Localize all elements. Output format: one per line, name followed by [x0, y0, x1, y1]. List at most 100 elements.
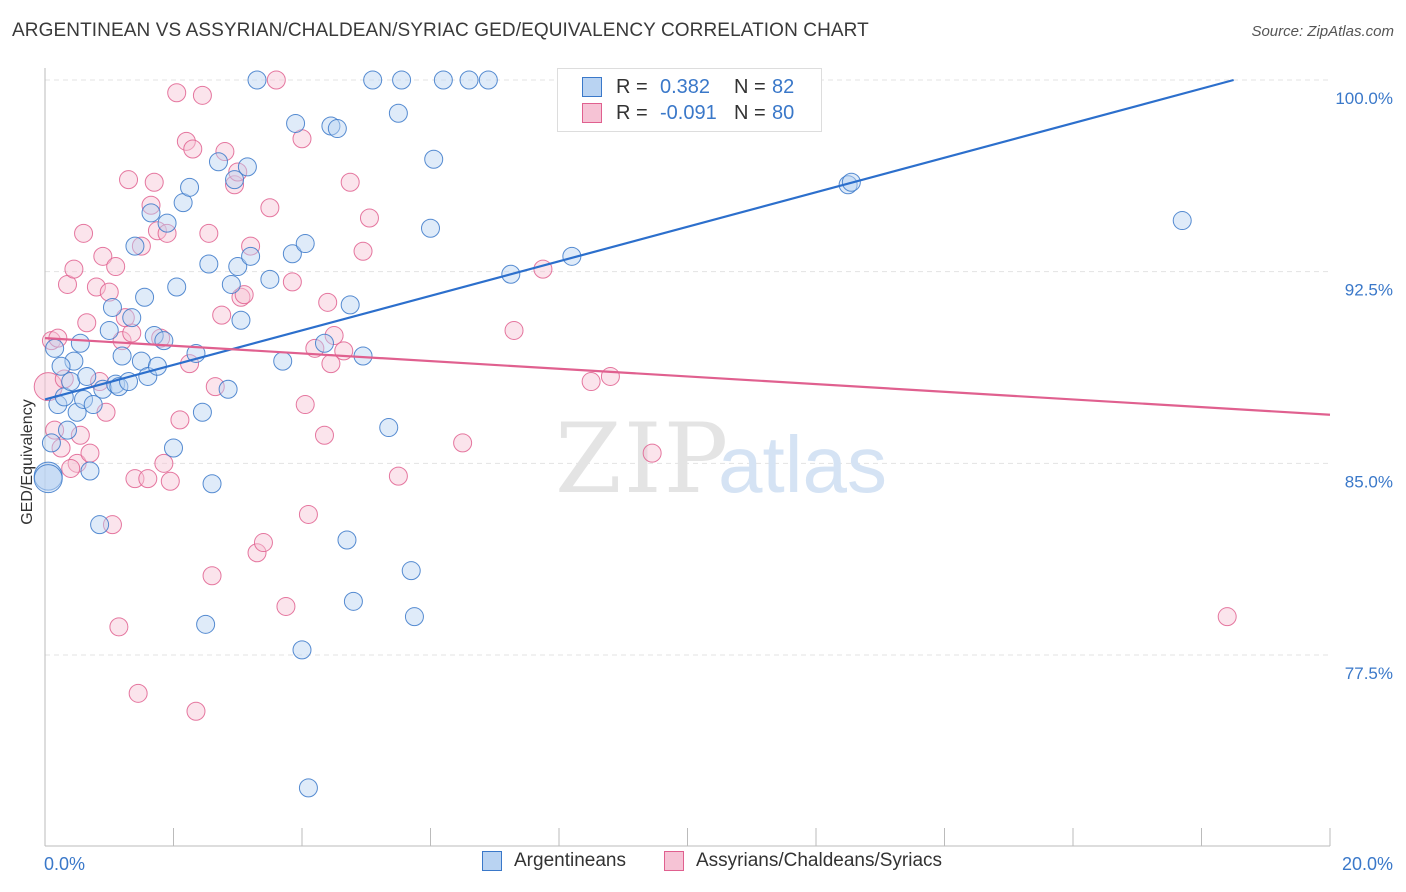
legend-swatch-blue	[482, 851, 502, 871]
data-point	[70, 425, 90, 445]
axes	[44, 68, 1331, 847]
data-point	[305, 338, 325, 358]
data-point	[135, 287, 155, 307]
data-point	[147, 356, 167, 376]
legend-swatch-pink	[664, 851, 684, 871]
data-point	[154, 453, 174, 473]
data-point	[424, 149, 444, 169]
series-blue-points	[33, 70, 1192, 798]
data-point	[74, 389, 94, 409]
watermark-atlas: atlas	[718, 420, 887, 509]
data-point	[64, 351, 84, 371]
data-point	[93, 246, 113, 266]
data-point	[253, 533, 273, 553]
data-point	[1172, 211, 1192, 231]
data-point	[215, 142, 235, 162]
data-point	[838, 175, 858, 195]
data-point	[61, 372, 81, 392]
data-point	[212, 305, 232, 325]
data-point	[202, 474, 222, 494]
data-point	[237, 157, 257, 177]
data-point	[379, 418, 399, 438]
data-point	[234, 285, 254, 305]
data-point	[192, 85, 212, 105]
x-tick-label: 20.0%	[1342, 854, 1393, 874]
data-point	[292, 640, 312, 660]
data-point	[286, 113, 306, 133]
data-point	[106, 257, 126, 277]
data-point	[363, 70, 383, 90]
data-point	[176, 131, 196, 151]
data-point	[80, 443, 100, 463]
y-tick-label: 92.5%	[1345, 281, 1393, 300]
tick-labels: 77.5% 85.0% 92.5% 100.0% 0.0% 20.0%	[44, 89, 1393, 874]
data-point	[99, 320, 119, 340]
data-point	[115, 308, 135, 328]
correlation-legend: R = 0.382 N = 82 R = -0.091 N = 80	[557, 68, 822, 132]
y-tick-label: 85.0%	[1345, 472, 1393, 491]
data-point	[112, 346, 132, 366]
data-point	[392, 70, 412, 90]
data-point	[41, 433, 61, 453]
data-point	[388, 103, 408, 123]
y-tick-label: 100.0%	[1335, 89, 1393, 108]
trend-line-assyrians	[44, 337, 1331, 416]
data-point	[600, 366, 620, 386]
series-pink-points	[33, 70, 1237, 721]
data-point	[109, 377, 129, 397]
data-point	[221, 274, 241, 294]
legend-r-label: R =	[616, 101, 648, 124]
data-point	[170, 410, 190, 430]
data-point	[225, 170, 245, 190]
data-point	[180, 177, 200, 197]
data-point	[404, 607, 424, 627]
data-point	[74, 223, 94, 243]
data-point	[298, 504, 318, 524]
data-point	[318, 292, 338, 312]
data-point	[231, 310, 251, 330]
data-point	[196, 614, 216, 634]
data-point	[421, 218, 440, 238]
data-point	[33, 464, 63, 494]
data-point	[282, 272, 302, 292]
data-point	[276, 596, 296, 616]
data-point	[1217, 607, 1237, 627]
data-point	[109, 617, 129, 637]
data-point	[192, 402, 212, 422]
series-legend: Argentineans Assyrians/Chaldeans/Syriacs	[0, 850, 1406, 878]
chart-title: ARGENTINEAN VS ASSYRIAN/CHALDEAN/SYRIAC …	[12, 20, 869, 41]
watermark: ZIP atlas	[555, 403, 887, 515]
data-point	[183, 139, 203, 159]
data-point	[102, 297, 122, 317]
data-point	[122, 308, 142, 328]
data-point	[67, 402, 87, 422]
legend-r-label: R =	[616, 75, 648, 98]
data-point	[340, 295, 360, 315]
data-point	[433, 70, 453, 90]
data-point	[70, 333, 90, 353]
data-point	[241, 236, 261, 256]
data-point	[77, 366, 97, 386]
data-point	[327, 119, 347, 139]
source-credit: Source: ZipAtlas.com	[1251, 23, 1394, 40]
data-point	[642, 443, 662, 463]
data-point	[202, 566, 222, 586]
legend-n-label: N =	[734, 75, 766, 98]
trend-line-argentineans	[44, 78, 1234, 401]
data-point	[61, 458, 81, 478]
data-point	[112, 331, 132, 351]
data-point	[64, 259, 84, 279]
data-point	[199, 254, 219, 274]
data-point	[157, 223, 177, 243]
data-point	[218, 379, 238, 399]
data-point	[343, 591, 363, 611]
watermark-zip: ZIP	[555, 403, 730, 515]
data-point	[57, 420, 77, 440]
legend-r-value: -0.091	[660, 101, 717, 124]
y-axis-label: GED/Equivalency	[19, 399, 36, 525]
data-point	[51, 356, 71, 376]
data-point	[260, 269, 280, 289]
data-point	[241, 246, 261, 266]
legend-swatch-pink	[582, 103, 602, 123]
data-point	[337, 530, 357, 550]
